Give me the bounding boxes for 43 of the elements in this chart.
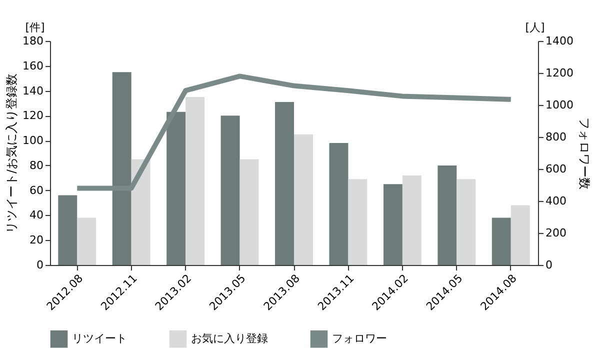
y2-tick-label: 600 bbox=[546, 162, 566, 176]
bar bbox=[492, 218, 511, 265]
y-tick-label: 180 bbox=[22, 34, 44, 48]
bar bbox=[456, 179, 476, 265]
y-tick-label: 140 bbox=[22, 84, 44, 98]
text: [件] bbox=[25, 21, 45, 34]
bar bbox=[186, 97, 205, 265]
bar bbox=[112, 72, 132, 265]
y-tick-label: 80 bbox=[30, 158, 44, 172]
bar bbox=[383, 184, 402, 265]
text: [人] bbox=[525, 21, 545, 34]
y2-tick-label: 0 bbox=[546, 258, 552, 272]
legend-label: リツイート bbox=[72, 332, 127, 346]
bar bbox=[348, 179, 368, 265]
legend-label: お気に入り登録 bbox=[191, 332, 268, 346]
bar bbox=[329, 143, 348, 265]
y2-tick-label: 400 bbox=[546, 194, 566, 208]
y2-tick-label: 1400 bbox=[546, 34, 574, 48]
y-tick-label: 20 bbox=[30, 234, 44, 247]
bar bbox=[275, 102, 294, 265]
legend-label: フォロワー bbox=[332, 332, 387, 346]
bar bbox=[294, 134, 313, 265]
bar bbox=[220, 116, 240, 265]
y-tick-label: 120 bbox=[22, 109, 44, 122]
y2-tick-label: 200 bbox=[546, 226, 566, 240]
y-tick-label: 160 bbox=[22, 59, 44, 72]
y-axis-title: リツイート/お気に入り登録数 bbox=[4, 73, 19, 234]
y-tick-label: 0 bbox=[36, 258, 44, 272]
y2-tick-label: 1000 bbox=[546, 98, 574, 112]
y-tick-label: 40 bbox=[30, 208, 44, 222]
bar bbox=[166, 112, 186, 265]
bar bbox=[438, 165, 457, 265]
bar bbox=[77, 218, 96, 265]
y2-tick-label: 1200 bbox=[546, 66, 574, 80]
bar bbox=[131, 159, 150, 265]
y-tick-label: 100 bbox=[22, 134, 44, 148]
bar bbox=[240, 159, 259, 265]
bar bbox=[58, 195, 78, 265]
y-tick-label: 60 bbox=[30, 184, 44, 197]
bar bbox=[510, 205, 530, 265]
bar bbox=[402, 175, 422, 265]
y2-axis-title: フォロワー数 bbox=[577, 118, 592, 190]
y2-tick-label: 800 bbox=[546, 130, 566, 144]
